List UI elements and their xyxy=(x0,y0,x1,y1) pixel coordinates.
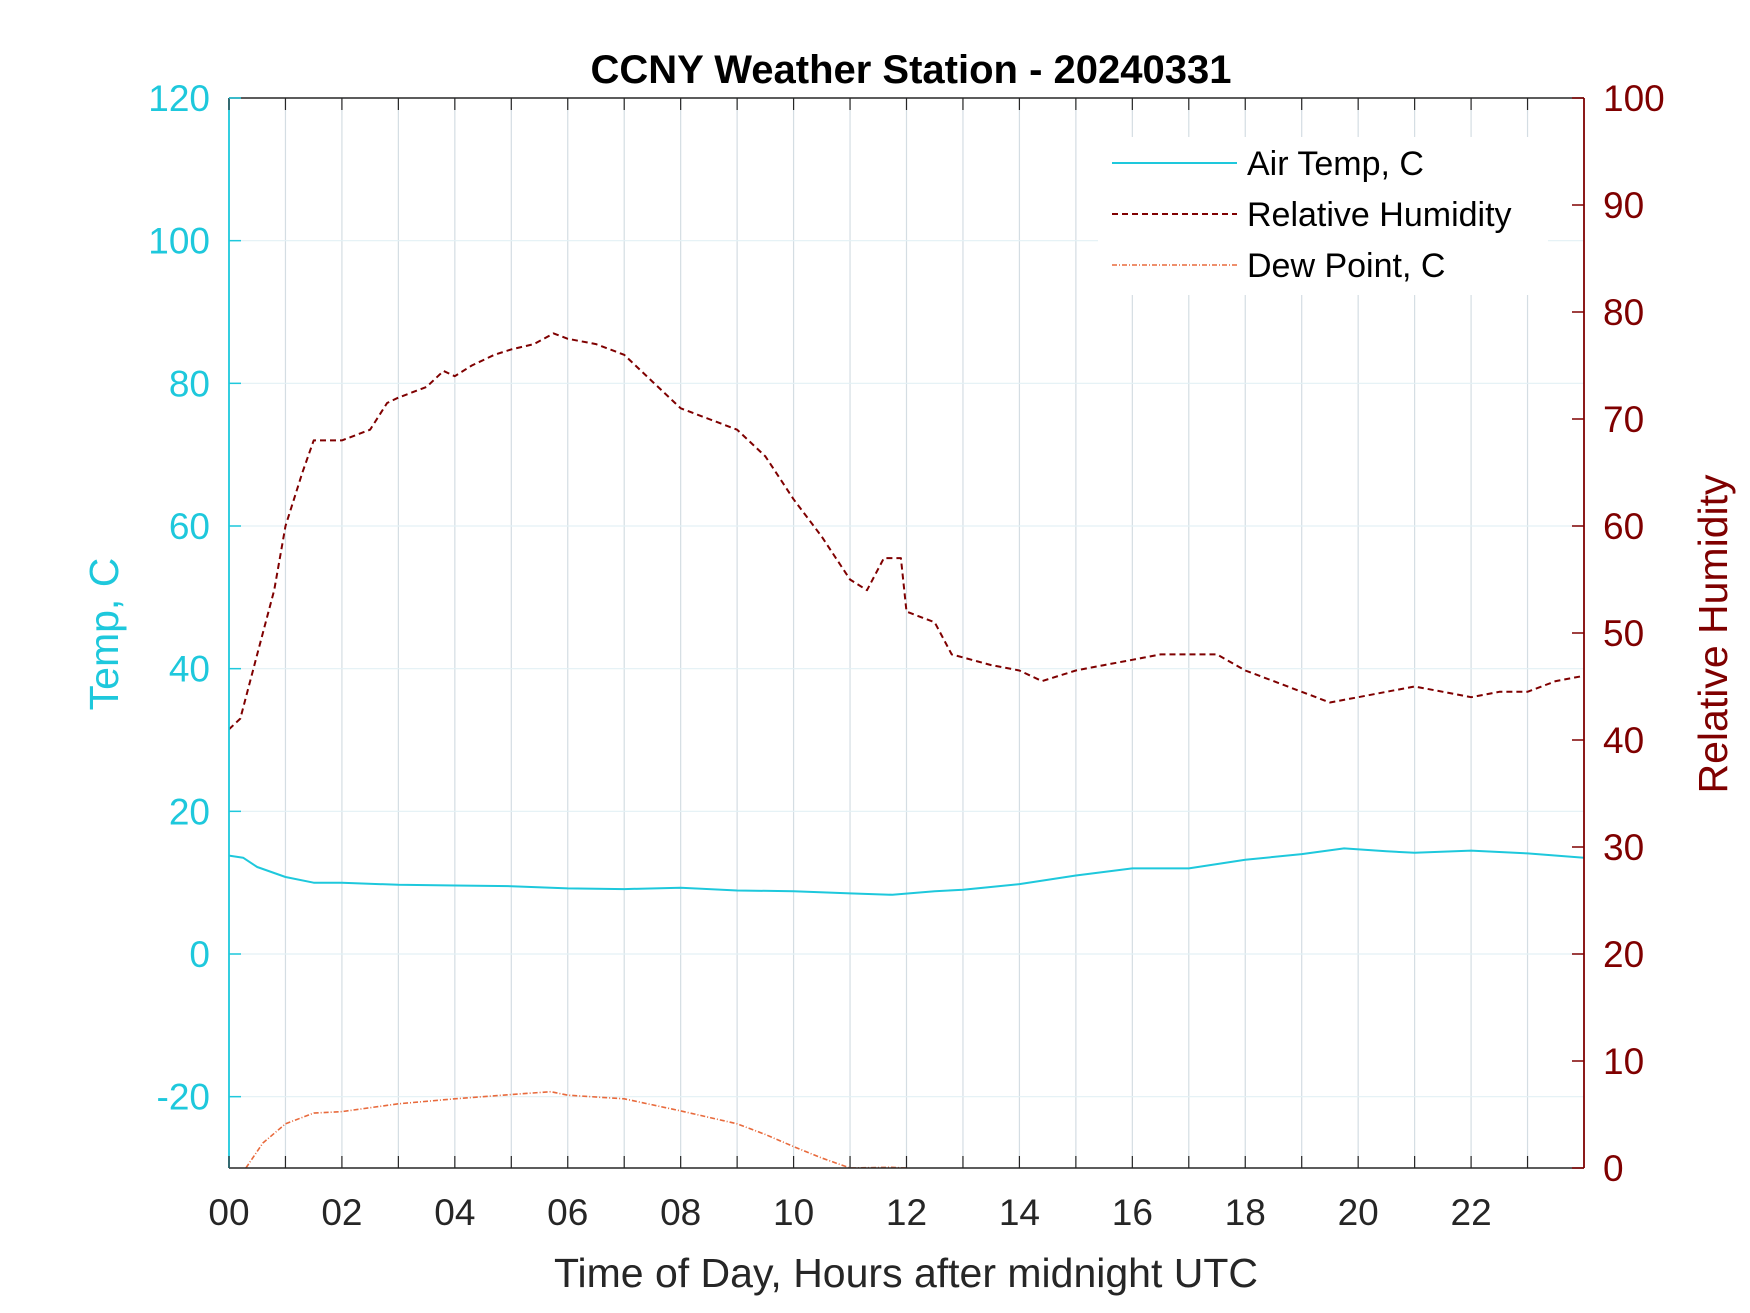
left-tick-label: 100 xyxy=(148,221,210,262)
tick-labels: 00 02 04 06 08 10 12 14 16 18 20 22-200204060801001… xyxy=(148,78,1664,1233)
legend-label-air-temp: Air Temp, C xyxy=(1247,145,1424,183)
left-tick-label: 60 xyxy=(169,506,210,547)
grid xyxy=(229,98,1584,1168)
x-tick-label: 00 xyxy=(208,1192,249,1233)
plot-series xyxy=(229,332,1584,1168)
right-tick-label: 0 xyxy=(1603,1148,1624,1189)
x-tick-label: 04 xyxy=(434,1192,475,1233)
right-tick-label: 70 xyxy=(1603,399,1644,440)
x-axis-label: Time of Day, Hours after midnight UTC xyxy=(554,1250,1258,1296)
x-tick-label: 08 xyxy=(660,1192,701,1233)
left-tick-label: 120 xyxy=(148,78,210,119)
left-tick-label: 80 xyxy=(169,363,210,404)
x-tick-label: 12 xyxy=(886,1192,927,1233)
right-tick-label: 20 xyxy=(1603,934,1644,975)
x-tick-label: 20 xyxy=(1338,1192,1379,1233)
x-tick-label: 02 xyxy=(321,1192,362,1233)
legend-label-relative-humidity: Relative Humidity xyxy=(1247,196,1512,234)
right-y-axis-label: Relative Humidity xyxy=(1690,474,1736,793)
legend: Air Temp, C Relative Humidity Dew Point,… xyxy=(1098,137,1548,295)
right-tick-label: 50 xyxy=(1603,613,1644,654)
right-tick-label: 100 xyxy=(1603,78,1665,119)
right-tick-label: 60 xyxy=(1603,506,1644,547)
right-tick-label: 90 xyxy=(1603,185,1644,226)
left-tick-label: -20 xyxy=(157,1077,210,1118)
right-tick-label: 80 xyxy=(1603,292,1644,333)
x-tick-label: 06 xyxy=(547,1192,588,1233)
x-tick-label: 10 xyxy=(773,1192,814,1233)
right-tick-label: 10 xyxy=(1603,1041,1644,1082)
x-tick-label: 18 xyxy=(1225,1192,1266,1233)
left-tick-label: 0 xyxy=(189,934,210,975)
right-tick-label: 30 xyxy=(1603,827,1644,868)
left-y-axis-label: Temp, C xyxy=(81,558,127,711)
chart-title: CCNY Weather Station - 20240331 xyxy=(591,48,1232,92)
left-tick-label: 20 xyxy=(169,791,210,832)
right-tick-label: 40 xyxy=(1603,720,1644,761)
x-tick-label: 14 xyxy=(999,1192,1040,1233)
legend-label-dew-point: Dew Point, C xyxy=(1247,247,1445,285)
left-tick-label: 40 xyxy=(169,649,210,690)
series-relative-humidity-line xyxy=(229,332,1584,731)
x-tick-label: 22 xyxy=(1451,1192,1492,1233)
axes xyxy=(228,97,1585,1169)
series-air-temp-line xyxy=(229,847,1584,896)
series-dew-point-line xyxy=(245,1090,907,1168)
x-tick-label: 16 xyxy=(1112,1192,1153,1233)
